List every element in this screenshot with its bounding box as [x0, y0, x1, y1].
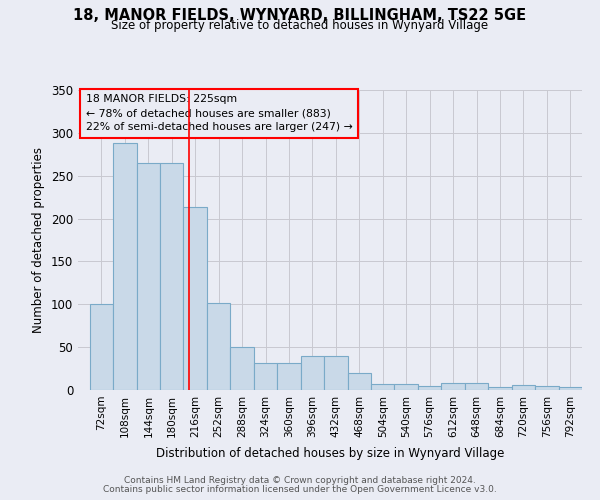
- Bar: [277, 364, 301, 390]
- Text: Contains public sector information licensed under the Open Government Licence v3: Contains public sector information licen…: [103, 485, 497, 494]
- Bar: [394, 384, 418, 390]
- Bar: [559, 388, 582, 390]
- Bar: [301, 356, 324, 390]
- Bar: [324, 356, 347, 390]
- Bar: [512, 385, 535, 390]
- Bar: [113, 143, 137, 390]
- Bar: [184, 208, 207, 390]
- Bar: [371, 384, 394, 390]
- Text: Distribution of detached houses by size in Wynyard Village: Distribution of detached houses by size …: [156, 448, 504, 460]
- Bar: [488, 388, 512, 390]
- Bar: [254, 364, 277, 390]
- Bar: [160, 163, 184, 390]
- Bar: [535, 386, 559, 390]
- Bar: [442, 383, 465, 390]
- Bar: [465, 383, 488, 390]
- Text: 18, MANOR FIELDS, WYNYARD, BILLINGHAM, TS22 5GE: 18, MANOR FIELDS, WYNYARD, BILLINGHAM, T…: [73, 8, 527, 22]
- Bar: [418, 386, 442, 390]
- Bar: [137, 163, 160, 390]
- Text: Size of property relative to detached houses in Wynyard Village: Size of property relative to detached ho…: [112, 18, 488, 32]
- Bar: [230, 347, 254, 390]
- Bar: [90, 304, 113, 390]
- Bar: [207, 304, 230, 390]
- Text: Contains HM Land Registry data © Crown copyright and database right 2024.: Contains HM Land Registry data © Crown c…: [124, 476, 476, 485]
- Y-axis label: Number of detached properties: Number of detached properties: [32, 147, 46, 333]
- Bar: [347, 373, 371, 390]
- Text: 18 MANOR FIELDS: 225sqm
← 78% of detached houses are smaller (883)
22% of semi-d: 18 MANOR FIELDS: 225sqm ← 78% of detache…: [86, 94, 352, 132]
